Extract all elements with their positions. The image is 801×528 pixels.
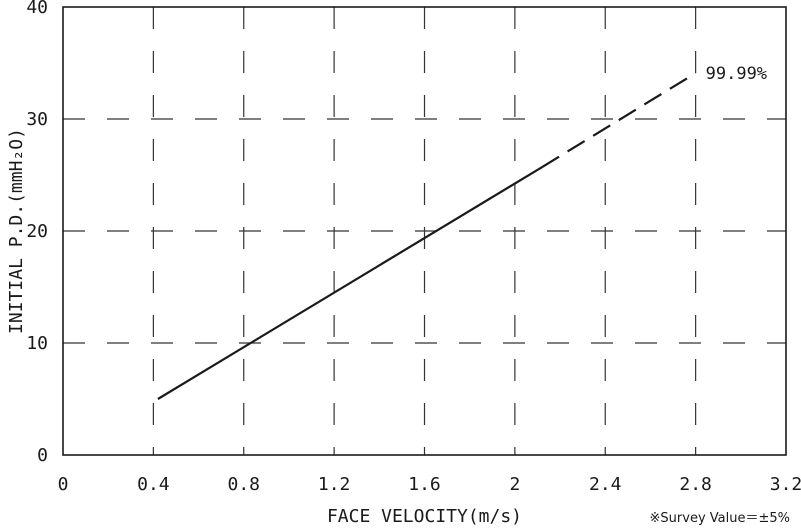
series-line-solid xyxy=(157,166,543,400)
series-label-99-99: 99.99% xyxy=(706,64,767,84)
x-tick-label: 3.2 xyxy=(770,474,801,495)
x-axis-title: FACE VELOCITY(m/s) xyxy=(327,506,522,527)
x-tick-labels: 0 0.4 0.8 1.2 1.6 2 2.4 2.8 3.2 xyxy=(58,474,801,495)
x-tick-label: 2 xyxy=(509,474,520,495)
survey-value-note: ※Survey Value＝±5% xyxy=(650,511,790,526)
x-tick-label: 0 xyxy=(58,474,69,495)
y-tick-label: 40 xyxy=(26,0,48,18)
y-tick-label: 0 xyxy=(37,445,48,466)
series-layer xyxy=(157,72,697,400)
y-tick-label: 30 xyxy=(26,109,48,130)
x-tick-label: 1.2 xyxy=(318,474,351,495)
x-tick-label: 2.4 xyxy=(589,474,622,495)
x-tick-label: 0.4 xyxy=(137,474,170,495)
x-tick-label: 1.6 xyxy=(408,474,441,495)
y-axis-title: INITIAL P.D.(mmH₂O) xyxy=(6,128,27,334)
series-line-dashed xyxy=(541,72,697,169)
x-tick-label: 2.8 xyxy=(679,474,712,495)
y-tick-label: 20 xyxy=(26,221,48,242)
plot-frame xyxy=(62,6,787,456)
grid-layer xyxy=(63,7,786,455)
y-tick-label: 10 xyxy=(26,333,48,354)
y-tick-labels: 0 10 20 30 40 xyxy=(26,0,48,466)
x-tick-label: 0.8 xyxy=(227,474,260,495)
